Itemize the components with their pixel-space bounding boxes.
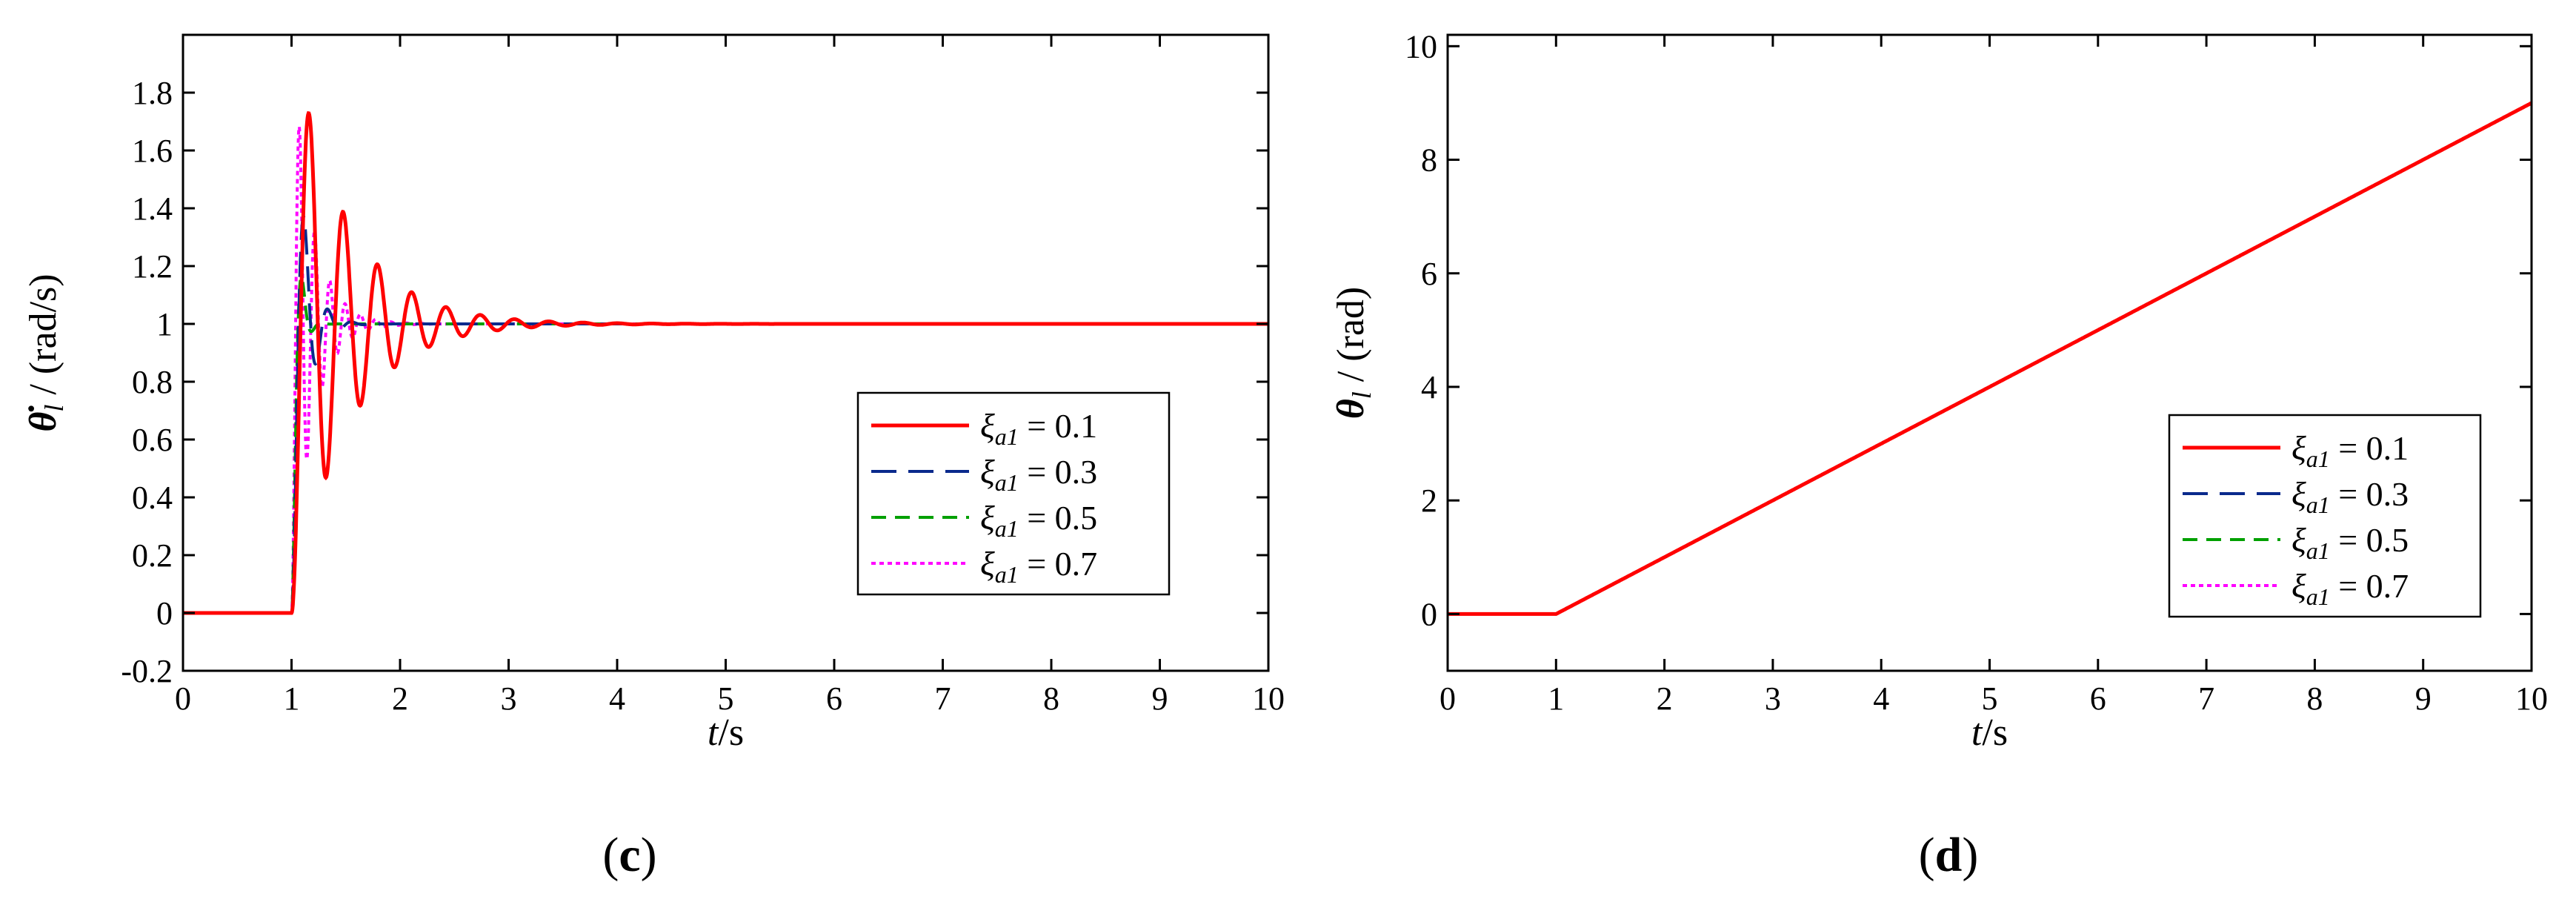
legend-entry-4: ξa1 = 0.7 [980,545,1097,588]
y-tick-label: 0.4 [132,480,173,516]
legend-entry-4: ξa1 = 0.7 [2292,567,2409,610]
y-tick-label: 2 [1421,483,1437,519]
x-tick-label: 4 [609,680,625,717]
y-tick-label: 0.2 [132,537,173,574]
y-axis-label: θ̇l / (rad/s) [22,274,69,431]
x-tick-label: 0 [175,680,191,717]
x-tick-label: 8 [2306,680,2323,717]
y-tick-label: 1.6 [132,133,173,169]
y-tick-label: 8 [1421,142,1437,179]
x-tick-label: 6 [826,680,842,717]
x-tick-label: 1 [1548,680,1564,717]
x-tick-label: 7 [935,680,951,717]
panel-caption: (d) [1919,828,1979,882]
y-tick-label: 10 [1405,28,1437,64]
x-tick-label: 2 [392,680,408,717]
y-tick-label: -0.2 [121,653,173,689]
y-tick-label: 1.4 [132,190,173,227]
chart-panel-c: 0 1 2 3 4 5 6 7 8 9 10-0.200.20.40.60.811.21.41.61… [22,33,1285,882]
y-axis-label: θl / (rad) [1330,287,1377,420]
x-tick-label: 10 [2515,680,2548,717]
legend-entry-3: ξa1 = 0.5 [980,499,1097,542]
x-tick-label: 5 [718,680,734,717]
legend-entry-1: ξa1 = 0.1 [980,407,1097,450]
series-line-1 [1448,101,2532,616]
y-tick-label: 4 [1421,369,1437,405]
plot-area [1448,101,2532,616]
x-tick-label: 9 [2415,680,2432,717]
y-tick-label: 1.2 [132,248,173,285]
x-tick-label: 3 [1765,680,1781,717]
x-tick-label: 9 [1152,680,1168,717]
y-tick-label: 1.8 [132,75,173,111]
x-tick-label: 6 [2090,680,2106,717]
y-tick-label: 0.6 [132,422,173,458]
legend-entry-2: ξa1 = 0.3 [980,453,1097,496]
legend-entry-3: ξa1 = 0.5 [2292,521,2409,564]
x-tick-label: 3 [501,680,517,717]
panel-caption: (c) [602,828,656,882]
legend-entry-1: ξa1 = 0.1 [2292,429,2409,472]
x-tick-label: 1 [284,680,300,717]
x-tick-label: 7 [2198,680,2214,717]
chart-panel-d: 0 1 2 3 4 5 6 7 8 9 10 0 2 4 6 8 10 t/s θl / (rad) ξa1 = 0.… [1330,28,2548,882]
y-tick-label: 1 [156,306,173,342]
x-tick-label: 8 [1043,680,1059,717]
x-tick-label: 0 [1440,680,1456,717]
x-tick-label: 2 [1657,680,1673,717]
x-tick-label: 10 [1252,680,1285,717]
plot-area [183,110,1268,615]
x-tick-label: 4 [1873,680,1889,717]
series-line-1 [183,110,1268,615]
x-axis-label: t/s [1971,712,2008,754]
y-tick-label: 0 [1421,596,1437,632]
x-axis-label: t/s [708,712,744,754]
y-tick-label: 0.8 [132,364,173,400]
legend-entry-2: ξa1 = 0.3 [2292,475,2409,518]
y-tick-label: 0 [156,595,173,631]
y-tick-label: 6 [1421,256,1437,292]
x-tick-label: 5 [1982,680,1998,717]
